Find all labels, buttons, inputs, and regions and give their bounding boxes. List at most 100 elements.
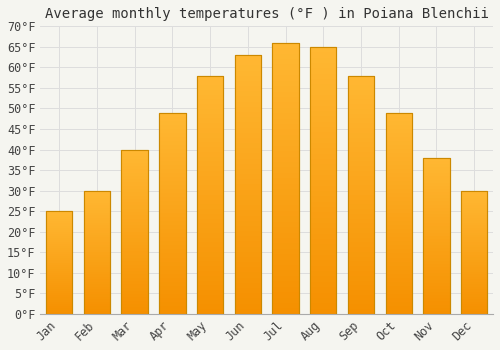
- Bar: [310, 250, 336, 255]
- Bar: [46, 267, 72, 269]
- Bar: [159, 113, 186, 117]
- Bar: [234, 122, 261, 127]
- Bar: [122, 212, 148, 215]
- Bar: [84, 201, 110, 203]
- Bar: [122, 310, 148, 314]
- Bar: [122, 149, 148, 314]
- Bar: [159, 250, 186, 253]
- Bar: [84, 210, 110, 213]
- Bar: [348, 123, 374, 128]
- Bar: [122, 186, 148, 189]
- Bar: [197, 181, 224, 185]
- Bar: [386, 233, 412, 237]
- Bar: [272, 216, 299, 222]
- Bar: [310, 218, 336, 223]
- Bar: [348, 76, 374, 314]
- Bar: [122, 232, 148, 235]
- Bar: [272, 64, 299, 70]
- Bar: [386, 157, 412, 161]
- Bar: [84, 272, 110, 274]
- Bar: [234, 262, 261, 267]
- Bar: [424, 280, 450, 283]
- Bar: [424, 258, 450, 261]
- Bar: [424, 173, 450, 176]
- Bar: [272, 178, 299, 184]
- Bar: [386, 274, 412, 278]
- Bar: [122, 284, 148, 288]
- Bar: [272, 108, 299, 113]
- Bar: [234, 247, 261, 252]
- Bar: [348, 285, 374, 290]
- Bar: [234, 231, 261, 236]
- Bar: [234, 252, 261, 257]
- Bar: [84, 228, 110, 230]
- Bar: [272, 308, 299, 314]
- Bar: [197, 190, 224, 195]
- Bar: [310, 170, 336, 175]
- Bar: [310, 164, 336, 170]
- Bar: [424, 170, 450, 173]
- Bar: [159, 113, 186, 314]
- Bar: [46, 312, 72, 314]
- Bar: [234, 102, 261, 107]
- Bar: [310, 90, 336, 95]
- Bar: [424, 273, 450, 276]
- Bar: [159, 145, 186, 149]
- Bar: [310, 212, 336, 218]
- Bar: [348, 166, 374, 171]
- Bar: [46, 289, 72, 291]
- Bar: [461, 267, 487, 270]
- Bar: [386, 278, 412, 282]
- Bar: [348, 109, 374, 114]
- Bar: [122, 218, 148, 222]
- Bar: [84, 232, 110, 235]
- Bar: [424, 211, 450, 214]
- Bar: [461, 228, 487, 230]
- Bar: [348, 228, 374, 233]
- Bar: [234, 55, 261, 314]
- Bar: [46, 260, 72, 262]
- Bar: [461, 191, 487, 193]
- Bar: [348, 304, 374, 309]
- Bar: [310, 234, 336, 239]
- Bar: [348, 147, 374, 152]
- Bar: [46, 238, 72, 240]
- Bar: [84, 312, 110, 314]
- Bar: [197, 304, 224, 309]
- Bar: [197, 152, 224, 156]
- Bar: [84, 274, 110, 277]
- Bar: [348, 218, 374, 223]
- Bar: [234, 293, 261, 298]
- Bar: [310, 84, 336, 90]
- Bar: [84, 292, 110, 294]
- Bar: [348, 271, 374, 276]
- Bar: [272, 200, 299, 205]
- Bar: [122, 179, 148, 182]
- Bar: [234, 221, 261, 226]
- Bar: [461, 277, 487, 279]
- Bar: [159, 117, 186, 121]
- Bar: [310, 244, 336, 250]
- Bar: [46, 256, 72, 258]
- Bar: [197, 104, 224, 109]
- Bar: [310, 47, 336, 52]
- Bar: [461, 240, 487, 243]
- Bar: [386, 229, 412, 233]
- Bar: [348, 128, 374, 133]
- Bar: [272, 151, 299, 156]
- Bar: [310, 260, 336, 266]
- Bar: [122, 176, 148, 179]
- Bar: [424, 183, 450, 186]
- Bar: [46, 306, 72, 308]
- Bar: [386, 189, 412, 193]
- Bar: [122, 192, 148, 196]
- Bar: [159, 121, 186, 125]
- Bar: [84, 237, 110, 240]
- Bar: [310, 138, 336, 143]
- Bar: [84, 277, 110, 279]
- Bar: [310, 293, 336, 298]
- Bar: [272, 113, 299, 119]
- Bar: [159, 266, 186, 270]
- Bar: [84, 289, 110, 292]
- Bar: [84, 252, 110, 255]
